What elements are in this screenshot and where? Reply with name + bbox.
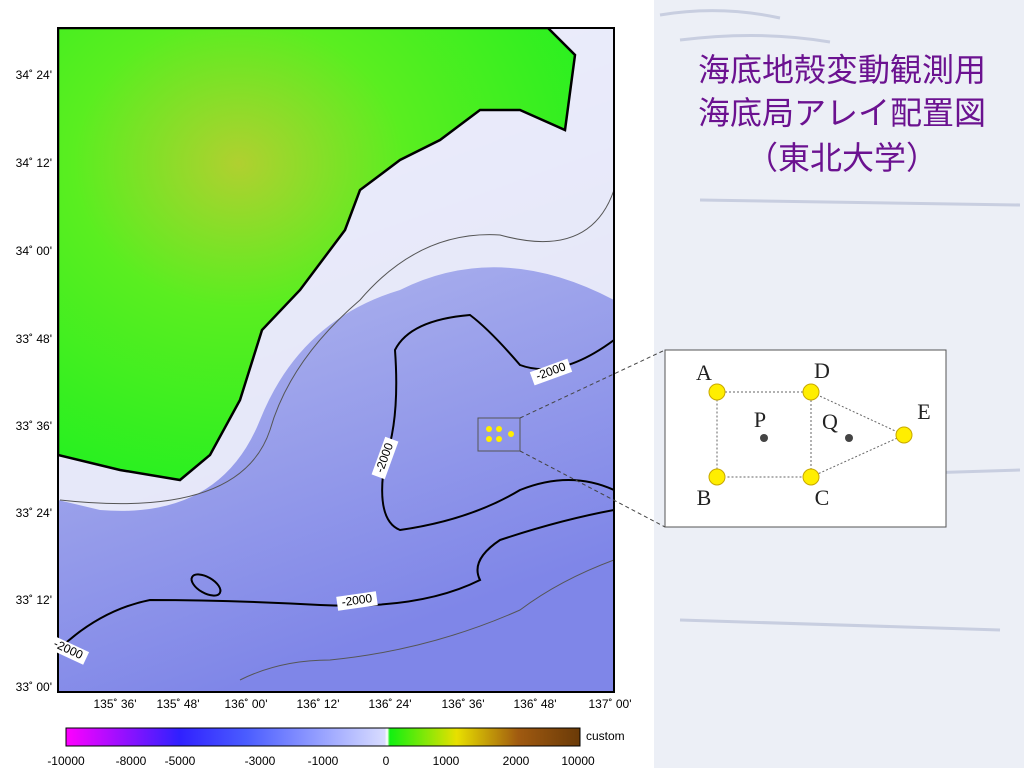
lon-label: 136˚ 00' xyxy=(225,697,268,711)
station xyxy=(802,383,820,401)
station xyxy=(708,468,726,486)
title-line: 海底局アレイ配置図 xyxy=(698,94,986,132)
title-line: 海底地殻変動観測用 xyxy=(698,51,986,89)
contour xyxy=(381,313,614,532)
station xyxy=(895,426,913,444)
lat-label: 34˚ 00' xyxy=(16,244,52,258)
colorbar-tick: -10000 xyxy=(47,754,85,768)
inset-box xyxy=(477,417,521,452)
land xyxy=(58,28,577,482)
colorbar-tick: 1000 xyxy=(433,754,460,768)
colorbar xyxy=(65,727,581,747)
contour-label-bg xyxy=(46,635,90,665)
station xyxy=(708,383,726,401)
colorbar-tick: -1000 xyxy=(308,754,339,768)
lon-label: 136˚ 48' xyxy=(514,697,557,711)
lat-label: 33˚ 12' xyxy=(16,593,52,607)
contour xyxy=(190,573,222,597)
lon-label: 135˚ 36' xyxy=(94,697,137,711)
colorbar-tick: 2000 xyxy=(503,754,530,768)
contour-label-bg xyxy=(529,358,573,386)
map-frame xyxy=(57,27,615,693)
contour-label-bg xyxy=(336,591,378,611)
decoration xyxy=(659,9,1021,632)
contour xyxy=(239,559,614,681)
point-label: P xyxy=(754,407,766,432)
zoom-lines xyxy=(519,349,666,528)
lat-label: 34˚ 12' xyxy=(16,156,52,170)
station-dots xyxy=(486,426,514,442)
station-label: B xyxy=(697,485,712,510)
station-label: C xyxy=(815,485,830,510)
point-label: Q xyxy=(822,409,838,434)
station-label: D xyxy=(814,358,830,383)
lat-label: 33˚ 48' xyxy=(16,332,52,346)
contour xyxy=(59,189,614,505)
lon-label: 136˚ 12' xyxy=(297,697,340,711)
station-label: A xyxy=(696,360,712,385)
lon-label: 136˚ 24' xyxy=(369,697,412,711)
colorbar-label: custom xyxy=(586,729,625,743)
point xyxy=(760,434,768,442)
station xyxy=(802,468,820,486)
map xyxy=(58,28,614,692)
lat-label: 33˚ 36' xyxy=(16,419,52,433)
contour-label: -2000 xyxy=(341,591,374,609)
colorbar-tick: -8000 xyxy=(116,754,147,768)
colorbar-tick: -3000 xyxy=(245,754,276,768)
contour-label-bg xyxy=(371,436,399,480)
colorbar-tick: 10000 xyxy=(561,754,595,768)
lon-label: 135˚ 48' xyxy=(157,697,200,711)
lat-label: 33˚ 00' xyxy=(16,680,52,694)
colorbar-tick: 0 xyxy=(383,754,390,768)
lat-label: 34˚ 24' xyxy=(16,68,52,82)
lon-label: 137˚ 00' xyxy=(589,697,632,711)
station-label: E xyxy=(917,399,930,424)
colorbar-tick: -5000 xyxy=(165,754,196,768)
title-line: （東北大学） xyxy=(746,139,938,177)
lat-label: 33˚ 24' xyxy=(16,506,52,520)
point xyxy=(845,434,853,442)
lon-label: 136˚ 36' xyxy=(442,697,485,711)
